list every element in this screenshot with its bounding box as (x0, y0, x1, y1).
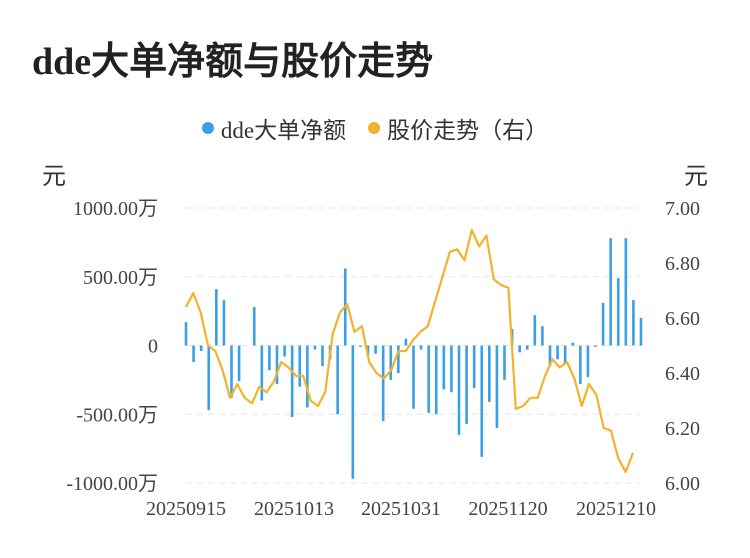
legend-label-price: 股价走势（右） (387, 118, 549, 143)
y-right-tick-label: 6.80 (665, 253, 700, 275)
bar (412, 345, 415, 409)
bar (465, 345, 468, 424)
bar (427, 345, 430, 413)
bar (419, 345, 423, 350)
bar (192, 345, 195, 362)
bar (548, 345, 552, 367)
bar (488, 345, 491, 402)
legend: dde大单净额 股价走势（右） (0, 111, 750, 145)
bar (594, 345, 597, 347)
bar (472, 345, 476, 389)
y-right-tick-label: 6.00 (665, 473, 700, 495)
bar (336, 345, 339, 415)
legend-dot-dde-icon (201, 122, 214, 134)
bar (624, 238, 628, 346)
bar (609, 238, 612, 346)
bar (298, 345, 302, 387)
bar (616, 278, 620, 346)
bar (381, 345, 385, 422)
bar (313, 345, 317, 350)
bar (389, 345, 393, 380)
bar (351, 345, 355, 479)
y-right-tick-label: 6.20 (665, 418, 700, 440)
bar (237, 345, 241, 382)
bar (397, 345, 400, 373)
y-right-tick-label: 6.40 (665, 363, 700, 385)
bar (275, 345, 279, 384)
y-axis-left: 1000.00万 500.00万 0 -500.00万 -1000.00万 (66, 198, 158, 495)
bar (579, 345, 582, 384)
bar (374, 345, 377, 354)
line-series-price (185, 228, 635, 474)
bar (207, 345, 211, 411)
left-axis-unit: 元 (42, 164, 66, 190)
x-tick-label: 20251210 (576, 498, 656, 520)
y-right-tick-label: 6.60 (665, 308, 700, 330)
y-left-tick-label: -1000.00万 (66, 473, 158, 495)
bar (586, 345, 590, 378)
bar (184, 322, 188, 346)
bar (556, 345, 559, 360)
y-left-tick-label: 0 (148, 336, 158, 358)
right-axis-unit: 元 (684, 164, 708, 190)
bar (230, 345, 233, 398)
bar (495, 345, 499, 428)
bar (480, 345, 484, 457)
x-axis: 20250915 20251013 20251031 20251120 20251210 (146, 498, 656, 520)
bar (283, 345, 286, 357)
bar (571, 342, 575, 346)
bar (457, 345, 461, 435)
chart-title: dde大单净额与股价走势 (32, 41, 434, 83)
bar (199, 345, 203, 351)
bar (601, 302, 605, 346)
bar (563, 345, 567, 364)
bar (215, 289, 218, 346)
y-axis-right: 7.00 6.80 6.60 6.40 6.20 6.00 (665, 198, 700, 495)
bar (404, 338, 408, 346)
bar (359, 345, 362, 347)
x-tick-label: 20251120 (468, 498, 547, 520)
bar (306, 345, 309, 408)
bar (222, 300, 226, 346)
bar (442, 345, 446, 390)
x-tick-label: 20251013 (254, 498, 334, 520)
bar (252, 307, 256, 346)
x-tick-label: 20250915 (146, 498, 226, 520)
bar (260, 345, 264, 401)
legend-item-dde[interactable]: dde大单净额 (201, 111, 347, 145)
y-left-tick-label: 1000.00万 (73, 198, 158, 220)
bar (268, 345, 271, 371)
bar (632, 300, 635, 346)
bar (434, 345, 438, 415)
bar (525, 345, 529, 350)
bar (639, 318, 643, 346)
bar (518, 345, 521, 353)
bar (533, 315, 537, 346)
bar (503, 345, 506, 380)
bar (541, 326, 544, 346)
legend-dot-price-icon (368, 122, 381, 134)
legend-label-dde: dde大单净额 (220, 118, 347, 143)
y-left-tick-label: 500.00万 (83, 267, 158, 289)
y-right-tick-label: 7.00 (665, 198, 700, 220)
legend-item-price[interactable]: 股价走势（右） (368, 111, 548, 145)
price-line (185, 228, 635, 474)
bar-series-dde (184, 238, 643, 479)
bar (321, 345, 324, 367)
x-tick-label: 20251031 (361, 498, 441, 520)
bar (450, 345, 453, 393)
bar (290, 345, 294, 417)
y-left-tick-label: -500.00万 (76, 404, 158, 426)
